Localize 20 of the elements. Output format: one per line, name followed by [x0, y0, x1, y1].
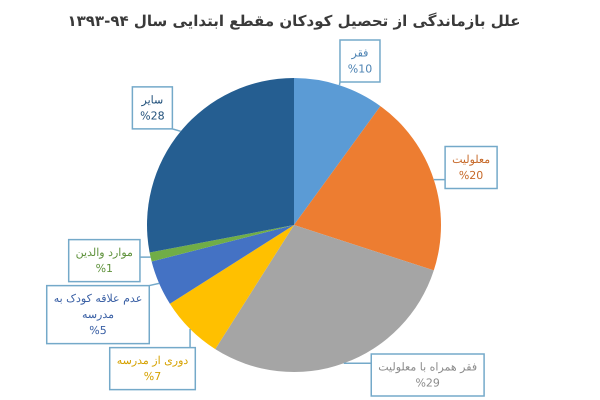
- data-label: %28: [140, 109, 165, 122]
- data-label: %5: [89, 324, 107, 338]
- pie-slice: [294, 78, 380, 225]
- data-label: %7: [144, 370, 162, 384]
- slice-label: دوری از مدرسه: [116, 354, 188, 368]
- data-label: %20: [458, 168, 484, 182]
- pie-slice: [170, 225, 294, 350]
- pie-slice: [294, 106, 441, 270]
- slice-label: فقر: [350, 46, 368, 60]
- slice-label: فقر همراه با معلولیت: [378, 360, 478, 374]
- pie-slice: [150, 225, 294, 262]
- slice-label: موارد والدین: [76, 246, 134, 260]
- data-label: %1: [96, 262, 114, 276]
- chart-title: علل بازماندگی از تحصیل کودکان مقطع ابتدایی سال ۹۴-۱۳۹۳: [67, 12, 521, 30]
- pie-slice: [152, 225, 294, 304]
- data-label: %10: [348, 62, 372, 76]
- data-label: %29: [415, 376, 440, 390]
- slice-label: عدم علاقه کودک به مدرسه: [54, 292, 142, 322]
- slice-label: سایر: [140, 93, 164, 106]
- slice-label: معلولیت: [452, 152, 490, 166]
